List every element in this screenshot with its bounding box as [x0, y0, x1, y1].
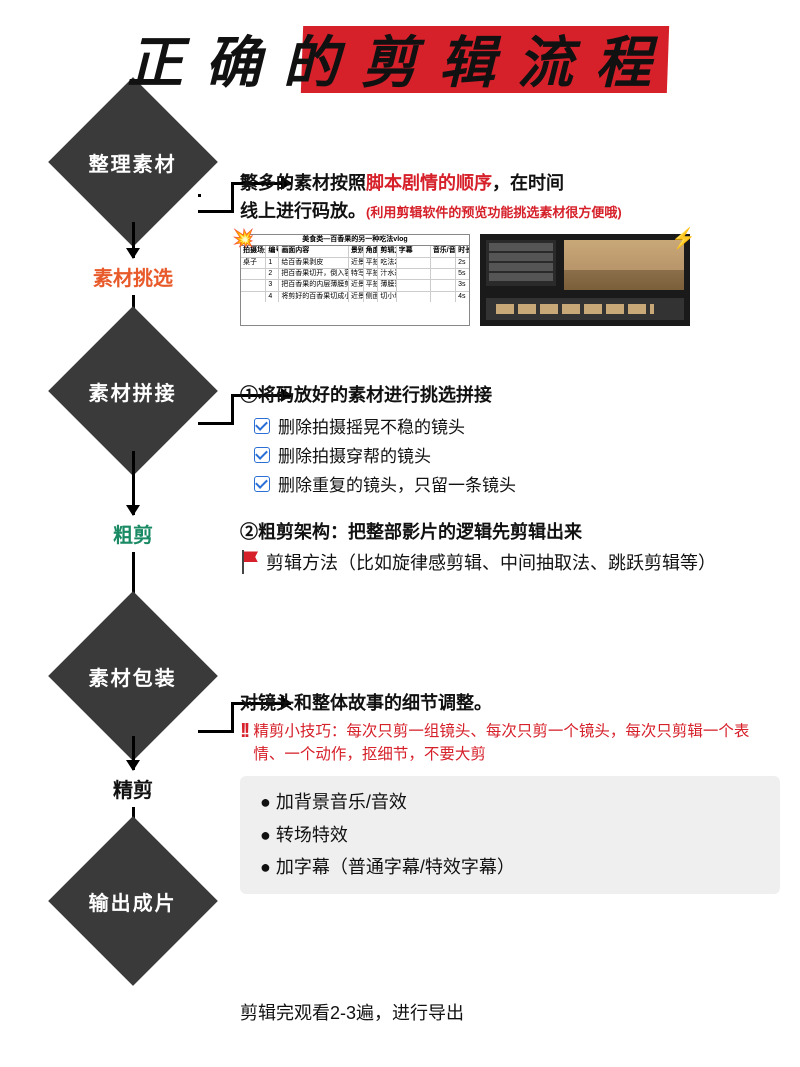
spark-icon: 💥 — [232, 228, 254, 249]
exclaim-icon: !! — [240, 720, 247, 743]
branch-line — [198, 422, 233, 425]
connector — [132, 451, 135, 515]
bolt-icon: ⚡ — [671, 226, 696, 251]
section1-text: 繁多的素材按照脚本剧情的顺序，在时间 线上进行码放。(利用剪辑软件的预览功能挑选… — [240, 170, 780, 226]
bullet-item: ● 加背景音乐/音效 — [256, 786, 764, 818]
bullet-item: ● 转场特效 — [256, 819, 764, 851]
section2-head2: ②粗剪架构：把整部影片的逻辑先剪辑出来 — [240, 519, 780, 547]
diamond-label: 输出成片 — [89, 887, 177, 916]
branch-line — [231, 702, 234, 733]
packaging-box: ● 加背景音乐/音效 ● 转场特效 ● 加字幕（普通字幕/特效字幕） — [240, 776, 780, 893]
check-text: 删除拍摄摇晃不稳的镜头 — [278, 414, 465, 443]
branch-line — [231, 182, 234, 213]
editor-screenshot — [480, 234, 690, 326]
section-export: 剪辑完观看2-3遍，进行导出 — [240, 1000, 780, 1028]
bullet-item: ● 加字幕（普通字幕/特效字幕） — [256, 851, 764, 883]
method-row: 剪辑方法（比如旋律感剪辑、中间抽取法、跳跃剪辑等） — [240, 550, 780, 578]
section2-head1: ①将码放好的素材进行挑选拼接 — [240, 382, 780, 410]
connector — [132, 736, 135, 770]
section-rough-cut: ①将码放好的素材进行挑选拼接 删除拍摄摇晃不稳的镜头 删除拍摄穿帮的镜头 删除重… — [240, 382, 780, 578]
checkbox-icon — [254, 418, 270, 434]
check-item: 删除拍摄摇晃不稳的镜头 — [240, 414, 780, 443]
section-fine-cut: 对镜头和整体故事的细节调整。 !! 精剪小技巧：每次只剪一组镜头、每次只剪一个镜… — [240, 690, 780, 894]
section3-intro: 对镜头和整体故事的细节调整。 — [240, 690, 780, 718]
method-text: 剪辑方法（比如旋律感剪辑、中间抽取法、跳跃剪辑等） — [266, 550, 716, 578]
branch-line — [198, 194, 201, 197]
export-text: 剪辑完观看2-3遍，进行导出 — [240, 1000, 780, 1028]
checkbox-icon — [254, 447, 270, 463]
tip-row: !! 精剪小技巧：每次只剪一组镜头、每次只剪一个镜头，每次只剪辑一个表情、一个动… — [240, 720, 780, 767]
stage-label-2: 粗剪 — [38, 515, 228, 552]
check-item: 删除拍摄穿帮的镜头 — [240, 443, 780, 472]
diamond-label: 素材拼接 — [89, 377, 177, 406]
script-table: 美食类—百香果的另一种吃法vlog 拍摄场景编号画面内容景别角度剪辑方法字幕音乐… — [240, 234, 470, 326]
stage-label-1: 素材挑选 — [38, 258, 228, 295]
flag-icon — [240, 550, 260, 574]
page-title: 正确的剪辑流程 — [127, 18, 673, 99]
check-text: 删除拍摄穿帮的镜头 — [278, 443, 431, 472]
section-material-select: 繁多的素材按照脚本剧情的顺序，在时间 线上进行码放。(利用剪辑软件的预览功能挑选… — [240, 170, 780, 326]
stage-label-3: 精剪 — [38, 770, 228, 807]
branch-line — [198, 210, 233, 213]
diamond-step-4: 输出成片 — [48, 816, 218, 986]
section1-media-row: 💥 美食类—百香果的另一种吃法vlog 拍摄场景编号画面内容景别角度剪辑方法字幕… — [240, 234, 780, 326]
branch-line — [198, 730, 233, 733]
branch-line — [231, 394, 234, 425]
table-title: 美食类—百香果的另一种吃法vlog — [241, 235, 469, 246]
diamond-label: 整理素材 — [89, 148, 177, 177]
checkbox-icon — [254, 476, 270, 492]
diamond-label: 素材包装 — [89, 662, 177, 691]
flow-column: 整理素材 素材挑选 素材拼接 粗剪 素材包装 精剪 输出成片 — [38, 102, 228, 961]
tip-text: 精剪小技巧：每次只剪一组镜头、每次只剪一个镜头，每次只剪辑一个表情、一个动作，抠… — [253, 720, 780, 767]
check-item: 删除重复的镜头，只留一条镜头 — [240, 472, 780, 501]
page-title-wrap: 正确的剪辑流程 — [0, 0, 800, 99]
check-text: 删除重复的镜头，只留一条镜头 — [278, 472, 516, 501]
connector — [132, 222, 135, 258]
